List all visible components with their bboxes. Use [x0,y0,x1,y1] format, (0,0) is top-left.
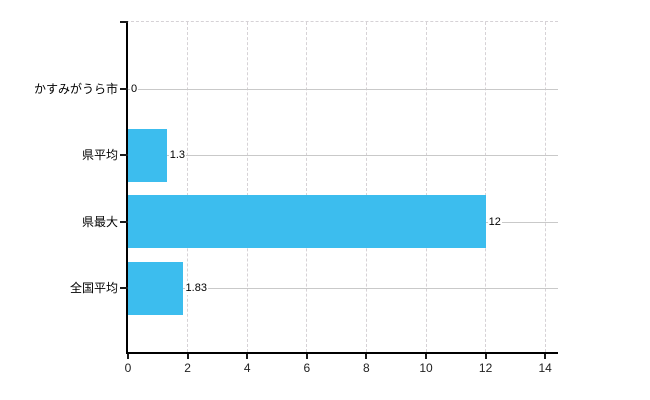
category-label: かすみがうら市 [33,81,118,96]
x-tick-label: 2 [184,361,191,375]
x-tick-label: 0 [124,361,132,375]
value-label: 1.83 [184,281,208,295]
vertical-gridline [306,22,308,352]
bar-2 [128,195,486,248]
vertical-gridline [365,22,367,352]
x-tick-label: 14 [538,361,552,375]
vertical-gridline [187,22,189,352]
vertical-gridline [544,22,546,352]
x-tick-label: 10 [419,361,433,375]
value-label: 0 [130,81,139,96]
y-axis-category-tick [120,220,128,223]
y-axis-category-tick [120,87,128,90]
value-label: 1.3 [168,148,187,162]
category-gridline [127,288,558,289]
category-label: 県平均 [81,148,118,162]
bar-3 [128,261,183,315]
x-axis-tick [246,354,249,359]
x-tick-label: 8 [363,361,370,375]
x-axis-tick [425,354,427,359]
x-axis-tick [484,354,487,359]
x-tick-label: 4 [243,361,251,375]
y-axis-category-tick [120,287,128,289]
x-tick-label: 12 [478,361,493,375]
y-axis-category-tick [120,154,128,156]
vertical-gridline [425,22,427,352]
x-tick-label: 6 [303,361,311,375]
x-axis-tick [305,354,308,359]
category-label: 全国平均 [69,281,118,295]
category-gridline [127,155,558,156]
vertical-gridline [485,22,487,352]
value-label: 12 [487,214,502,229]
y-axis [126,21,128,354]
y-axis-top-tick [120,21,128,23]
x-axis [126,352,558,354]
plot-top-border [126,21,558,22]
bar-1 [128,128,167,182]
category-label: 県最大 [81,214,118,229]
x-axis-tick [365,354,368,359]
category-gridline [127,88,558,90]
x-axis-tick [186,354,189,359]
x-axis-tick [127,354,129,359]
vertical-gridline [246,22,248,352]
x-axis-tick [544,354,547,359]
